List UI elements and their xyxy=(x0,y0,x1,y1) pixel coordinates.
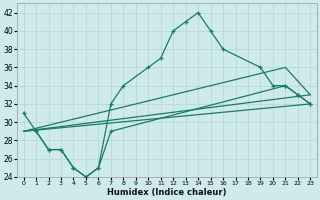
X-axis label: Humidex (Indice chaleur): Humidex (Indice chaleur) xyxy=(107,188,227,197)
